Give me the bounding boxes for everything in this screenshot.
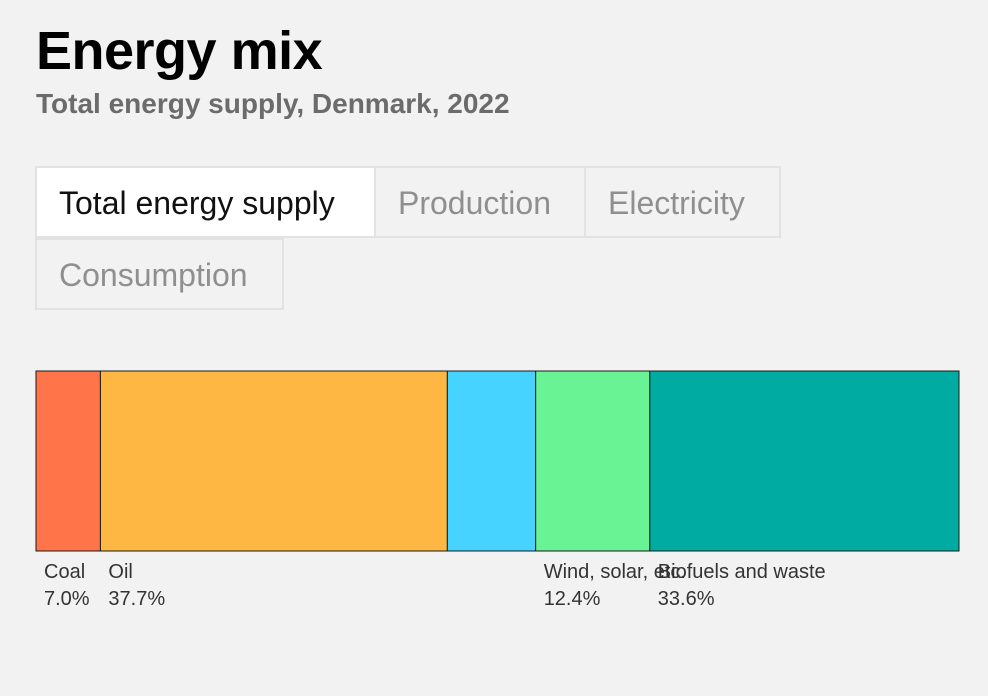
tab-electricity[interactable]: Electricity [584, 166, 781, 238]
segment-label-oil: Oil [108, 561, 132, 583]
segment-value-oil: 37.7% [108, 588, 165, 610]
segment-value-biofuels-and-waste: 33.6% [658, 588, 715, 610]
bar-segment-coal[interactable] [35, 370, 101, 552]
segment-value-wind-solar-etc: 12.4% [544, 588, 601, 610]
segment-label-coal: Coal [44, 561, 85, 583]
page-title: Energy mix [36, 21, 323, 81]
bar-segment-gas[interactable] [446, 370, 537, 552]
tab-consumption[interactable]: Consumption [35, 238, 284, 310]
bar-segment-biofuels-and-waste[interactable] [649, 370, 960, 552]
tab-production[interactable]: Production [374, 166, 586, 238]
page-subtitle: Total energy supply, Denmark, 2022 [36, 88, 510, 119]
segment-label-biofuels-and-waste: Biofuels and waste [658, 561, 826, 583]
bar-segment-wind-solar-etc[interactable] [535, 370, 651, 552]
bar-segment-oil[interactable] [99, 370, 448, 552]
segment-value-coal: 7.0% [44, 588, 90, 610]
tab-total-energy-supply[interactable]: Total energy supply [35, 166, 376, 238]
segment-label-wind-solar-etc: Wind, solar, etc. [544, 561, 686, 583]
